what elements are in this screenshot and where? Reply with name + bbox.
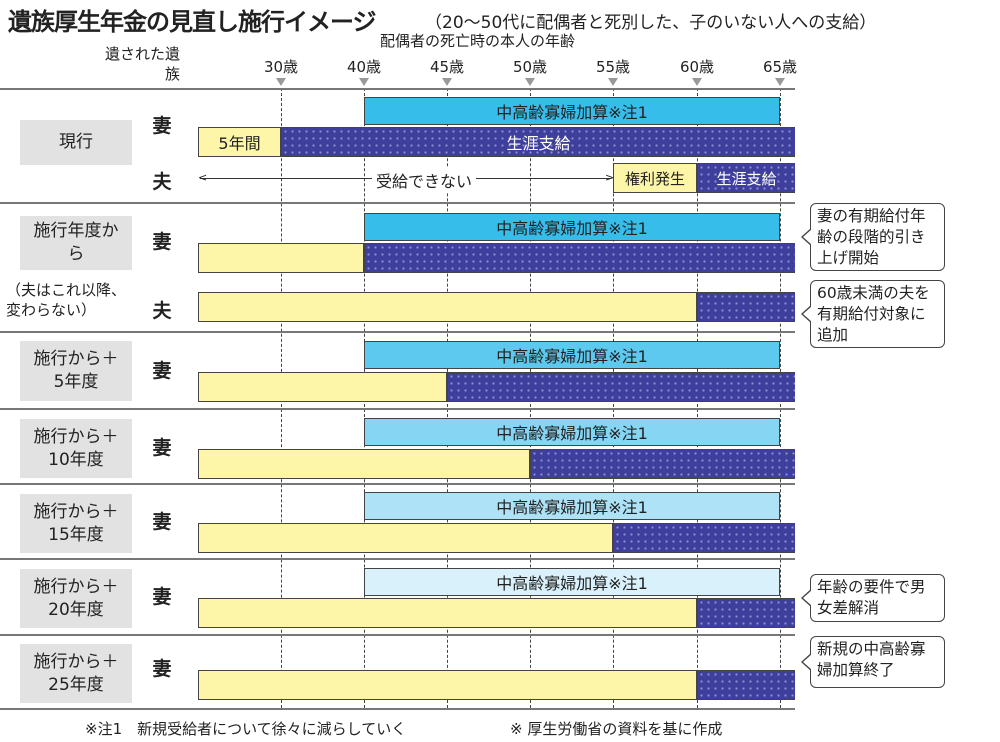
row-separator bbox=[0, 634, 795, 636]
husband-label: 夫 bbox=[152, 300, 172, 322]
group-label: 施行から＋5年度 bbox=[20, 341, 132, 401]
group-label: 施行から＋25年度 bbox=[20, 644, 132, 703]
yellow-bar bbox=[198, 372, 447, 402]
lifetime-bar bbox=[613, 523, 795, 553]
yellow-bar: 5年間 bbox=[198, 127, 281, 157]
axis-title: 配偶者の死亡時の本人の年齢 bbox=[380, 32, 576, 50]
addition-bar: 中高齢寡婦加算※注1 bbox=[364, 492, 780, 520]
row-separator bbox=[0, 202, 795, 204]
wife-label: 妻 bbox=[152, 115, 172, 137]
title: 遺族厚生年金の見直し施行イメージ bbox=[8, 8, 377, 36]
cannot-receive-text: 受給できない bbox=[372, 168, 477, 192]
tick-marker-icon bbox=[692, 78, 702, 86]
tick-label: 45歳 bbox=[429, 58, 465, 76]
wife-label: 妻 bbox=[152, 586, 172, 608]
arrow-right-icon: > bbox=[605, 171, 615, 184]
lifetime-bar bbox=[447, 372, 795, 402]
wife-label: 妻 bbox=[152, 231, 172, 253]
group-label: 施行から＋15年度 bbox=[20, 494, 132, 553]
tick-label: 55歳 bbox=[595, 58, 631, 76]
wife-label: 妻 bbox=[152, 360, 172, 382]
tick-marker-icon bbox=[525, 78, 535, 86]
right-arises-bar: 権利発生 bbox=[613, 163, 697, 193]
row-separator bbox=[0, 708, 795, 710]
yellow-bar bbox=[198, 598, 697, 628]
tick-label: 65歳 bbox=[762, 58, 798, 76]
row-separator bbox=[0, 331, 795, 333]
callout-note: 妻の有期給付年齢の段階的引き上げ開始 bbox=[801, 203, 945, 271]
addition-bar: 中高齢寡婦加算※注1 bbox=[364, 568, 780, 596]
footnote-1: ※注1 新規受給者について徐々に減らしていく bbox=[85, 720, 407, 738]
group-label: 施行年度から bbox=[20, 216, 132, 270]
tick-label: 50歳 bbox=[512, 58, 548, 76]
arrow-left-icon: < bbox=[198, 171, 208, 184]
lifetime-bar: 生涯支給 bbox=[281, 127, 795, 157]
tick-label: 30歳 bbox=[263, 58, 299, 76]
wife-label: 妻 bbox=[152, 511, 172, 533]
footnote-source: ※ 厚生労働省の資料を基に作成 bbox=[510, 720, 723, 738]
survivor-label: 遺された遺族 bbox=[104, 45, 180, 83]
lifetime-bar bbox=[364, 243, 795, 273]
tick-marker-icon bbox=[775, 78, 785, 86]
husband-lifetime-bar bbox=[697, 292, 795, 322]
subtitle: （20～50代に配偶者と死別した、子のいない人への支給） bbox=[425, 13, 877, 33]
wife-label: 妻 bbox=[152, 437, 172, 459]
tick-marker-icon bbox=[442, 78, 452, 86]
yellow-bar bbox=[198, 670, 697, 700]
row-separator bbox=[0, 88, 795, 90]
addition-bar: 中高齢寡婦加算※注1 bbox=[364, 418, 780, 446]
row-separator bbox=[0, 558, 795, 560]
tick-marker-icon bbox=[608, 78, 618, 86]
addition-bar: 中高齢寡婦加算※注1 bbox=[364, 97, 780, 125]
lifetime-bar bbox=[697, 670, 795, 700]
addition-bar: 中高齢寡婦加算※注1 bbox=[364, 341, 780, 369]
addition-bar: 中高齢寡婦加算※注1 bbox=[364, 213, 780, 241]
husband-note: （夫はこれ以降、変わらない） bbox=[6, 281, 127, 319]
callout-note: 新規の中高齢寡婦加算終了 bbox=[801, 636, 945, 688]
yellow-bar bbox=[198, 449, 530, 479]
yellow-bar bbox=[198, 523, 613, 553]
tick-marker-icon bbox=[276, 78, 286, 86]
lifetime-bar bbox=[530, 449, 795, 479]
yellow-bar bbox=[198, 243, 364, 273]
callout-note: 60歳未満の夫を有期給付対象に追加 bbox=[801, 280, 945, 348]
wife-label: 妻 bbox=[152, 658, 172, 680]
husband-lifetime-bar: 生涯支給 bbox=[697, 163, 795, 193]
group-label: 施行から＋10年度 bbox=[20, 419, 132, 478]
tick-label: 40歳 bbox=[346, 58, 382, 76]
group-label: 現行 bbox=[20, 120, 132, 165]
row-separator bbox=[0, 483, 795, 485]
tick-label: 60歳 bbox=[679, 58, 715, 76]
callout-note: 年齢の要件で男女差解消 bbox=[801, 574, 945, 622]
row-separator bbox=[0, 408, 795, 410]
group-label: 施行から＋20年度 bbox=[20, 569, 132, 628]
tick-marker-icon bbox=[359, 78, 369, 86]
lifetime-bar bbox=[697, 598, 795, 628]
husband-yellow-bar bbox=[198, 292, 697, 322]
husband-label: 夫 bbox=[152, 171, 172, 193]
